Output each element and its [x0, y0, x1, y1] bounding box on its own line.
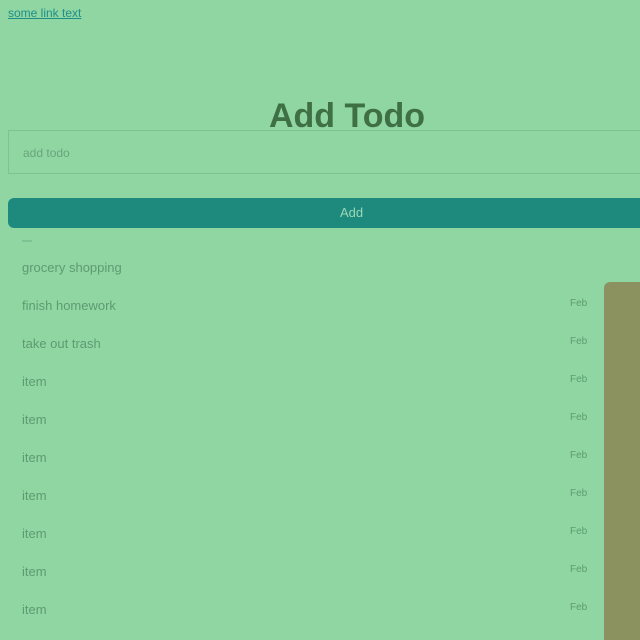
- todo-item-text: item: [22, 412, 47, 427]
- todo-item-date: Feb: [570, 602, 588, 613]
- todo-item-text: item: [22, 526, 47, 541]
- add-todo-button[interactable]: Add: [8, 198, 640, 228]
- todo-item-text: take out trash: [22, 336, 101, 351]
- todo-item[interactable]: item Feb: [0, 600, 640, 638]
- todo-input-container: [8, 130, 640, 174]
- top-nav-link[interactable]: some link text: [8, 6, 82, 20]
- todo-item[interactable]: take out trash Feb: [0, 334, 640, 372]
- list-divider: [22, 240, 32, 242]
- todo-item-date: Feb: [570, 374, 588, 385]
- todo-item-text: item: [22, 374, 47, 389]
- todo-item-text: item: [22, 602, 47, 617]
- todo-item[interactable]: item Feb: [0, 372, 640, 410]
- todo-item-text: item: [22, 450, 47, 465]
- page-title: Add Todo: [268, 96, 426, 135]
- todo-item-date: Feb: [570, 526, 588, 537]
- todo-item-date: Feb: [570, 564, 588, 575]
- todo-item[interactable]: grocery shopping: [0, 258, 640, 296]
- todo-item[interactable]: item Feb: [0, 410, 640, 448]
- add-todo-button-label: Add: [340, 205, 364, 220]
- todo-list: grocery shopping finish homework Feb tak…: [0, 258, 640, 638]
- todo-item[interactable]: item Feb: [0, 448, 640, 486]
- todo-item-date: Feb: [570, 298, 588, 309]
- todo-item-date: Feb: [570, 450, 588, 461]
- todo-item-text: item: [22, 564, 47, 579]
- todo-item-date: Feb: [570, 336, 588, 347]
- todo-item-text: item: [22, 488, 47, 503]
- todo-item-text: finish homework: [22, 298, 116, 313]
- todo-item[interactable]: item Feb: [0, 486, 640, 524]
- todo-input[interactable]: [21, 141, 625, 165]
- side-panel: [604, 282, 640, 640]
- todo-item-date: Feb: [570, 488, 588, 499]
- todo-item[interactable]: item Feb: [0, 562, 640, 600]
- todo-item[interactable]: finish homework Feb: [0, 296, 640, 334]
- todo-item-text: grocery shopping: [22, 260, 122, 275]
- todo-item-date: Feb: [570, 412, 588, 423]
- todo-item[interactable]: item Feb: [0, 524, 640, 562]
